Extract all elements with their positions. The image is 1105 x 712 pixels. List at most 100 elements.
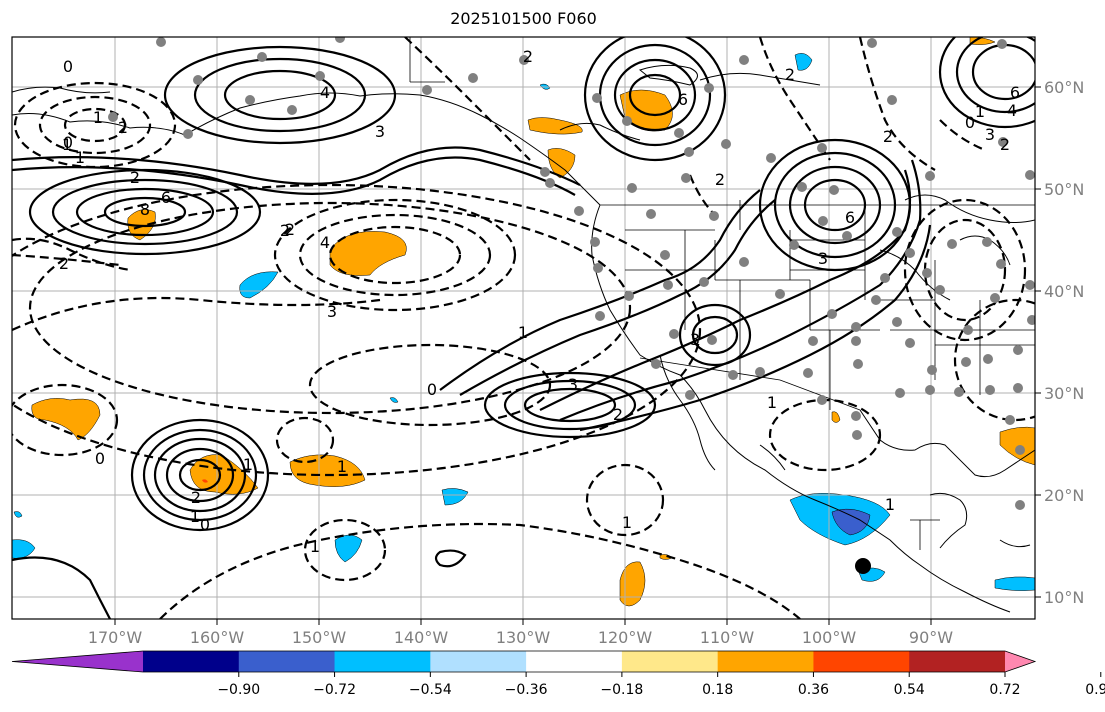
lon-label: 120°W [598,628,653,647]
lon-label: 130°W [496,628,551,647]
shaded-negative-areas [12,53,1035,591]
shade-pos-6 [31,398,101,441]
contour-label: 2 [191,488,201,507]
lon-label: 160°W [190,628,245,647]
lat-label: 40°N [1044,282,1084,301]
contour-label: 6 [1010,83,1020,102]
shade-neg-2 [441,488,469,506]
colorbar-labels: −0.90 −0.72 −0.54 −0.36 −0.18 0.18 0.36 0.54 0.7… [217,682,1105,698]
contour-label: 2 [785,65,795,84]
colorbar-segment [717,651,814,672]
negative-contours [12,37,1035,619]
lon-label: 100°W [802,628,857,647]
contour-label: 4 [320,83,330,102]
lon-label: 170°W [88,628,143,647]
contour-label: 2 [1000,135,1010,154]
positive-contours [12,37,1035,619]
shade-neg-8 [994,576,1035,591]
contour-label: 2 [285,220,295,239]
colorbar-extend-min [12,651,143,672]
contour-label: 1 [767,393,777,412]
lon-label: 90°W [909,628,953,647]
axis-ticks [114,86,1041,625]
lon-label: 140°W [394,628,449,647]
shade-neg-10 [389,397,399,403]
colorbar-tick-label: −0.18 [600,682,643,698]
highlight-station [855,558,871,574]
colorbar-tick-label: 0.18 [702,682,733,698]
contour-label: 0 [63,57,73,76]
contour-label: 1 [243,455,253,474]
contour-labels: 0 1 2 3 4 6 8 2 3 0 1 2 0 1 2 1 2 3 4 6 … [59,47,1020,556]
contour-label: 3 [375,122,385,141]
contour-label: 2 [130,168,140,187]
colorbar-outline [11,650,1037,673]
colorbar-tick-label: −0.54 [409,682,452,698]
colorbar-tick-label: −0.90 [217,682,260,698]
contour-label: 3 [327,302,337,321]
colorbar-tick-label: −0.36 [505,682,548,698]
lat-label: 30°N [1044,384,1084,403]
contour-label: 1 [93,108,103,127]
contour-label: 3 [690,330,700,349]
contour-label: 6 [161,188,171,207]
contour-label: 0 [63,133,73,152]
contour-label: 1 [622,513,632,532]
contour-label: 1 [62,135,72,154]
contour-label: 3 [568,375,578,394]
contour-label: 1 [190,507,200,526]
gridlines [12,37,1035,619]
colorbar-tick-label: 0.72 [989,682,1020,698]
shaded-positive-areas [31,37,1035,607]
colorbar-ticks [238,672,1102,677]
shade-neg-6 [831,508,871,536]
contour-label: 2 [883,127,893,146]
contour-label: 0 [95,449,105,468]
colorbar-extend-max [1005,651,1035,672]
shade-pos-3 [527,117,583,135]
colorbar-tick-label: 0.36 [798,682,829,698]
contour-label: 0 [965,113,975,132]
contour-label: 2 [715,170,725,189]
contour-label: 2 [613,405,623,424]
contour-label: 3 [985,125,995,144]
contour-label: 1 [310,537,320,556]
shade-pos-2 [329,231,407,276]
chart-title: 2025101500 F060 [450,9,597,28]
colorbar-tick-label: 0.54 [894,682,925,698]
colorbar-segment [143,651,240,672]
shade-neg-9 [794,53,813,71]
latitude-labels: 60°N 50°N 40°N 30°N 20°N 10°N [1044,78,1084,607]
contour-label: 6 [845,208,855,227]
colorbar-segment [526,651,623,672]
lon-label: 110°W [700,628,755,647]
contour-label: 0 [200,515,210,534]
contour-label: 1 [885,495,895,514]
shade-pos-4 [547,148,576,179]
colorbar-tick-label: 0.90 [1085,682,1105,698]
contour-label: 2 [118,118,128,137]
colorbar-segment [621,651,719,672]
colorbar-segment [334,651,431,672]
shade-pos-9 [619,561,646,607]
shade-pos-1 [127,209,156,241]
colorbar: −0.90 −0.72 −0.54 −0.36 −0.18 0.18 0.36 0.54 0.7… [11,650,1105,698]
contour-label: 1 [75,148,85,167]
shade-neg-11 [13,511,23,518]
shade-pos-13 [202,479,208,483]
colorbar-segment [813,651,910,672]
lat-label: 60°N [1044,78,1084,97]
contour-label: 2 [523,47,533,66]
colorbar-tick-label: −0.72 [313,682,356,698]
lat-label: 10°N [1044,588,1084,607]
contour-label: 6 [678,90,688,109]
colorbar-segments [11,650,1037,673]
contour-label: 0 [427,380,437,399]
lon-label: 150°W [292,628,347,647]
longitude-labels: 170°W 160°W 150°W 140°W 130°W 120°W 110°… [88,628,953,647]
contour-label: 8 [140,200,150,219]
contour-label: 4 [320,233,330,252]
colorbar-segment [238,651,336,672]
contour-label: 1 [975,102,985,121]
colorbar-segment [430,651,527,672]
